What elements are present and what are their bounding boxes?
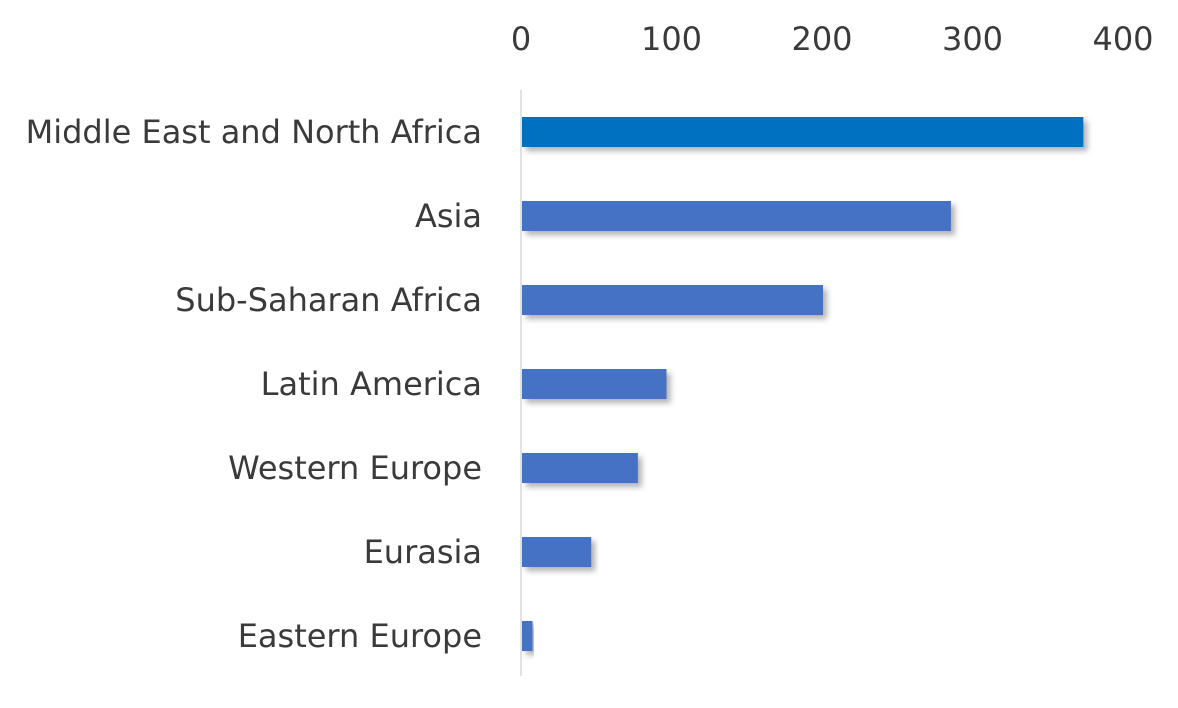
bar	[522, 285, 823, 315]
category-label: Asia	[415, 197, 482, 235]
category-label: Eurasia	[364, 533, 482, 571]
bar	[522, 369, 667, 399]
category-label: Middle East and North Africa	[26, 113, 482, 151]
x-tick-label: 100	[641, 20, 702, 58]
category-label: Western Europe	[228, 449, 482, 487]
category-label: Latin America	[261, 365, 482, 403]
bar	[522, 117, 1084, 147]
label-layer: Middle East and North Africa Asia Sub-Saha…	[26, 113, 482, 655]
bar	[522, 201, 951, 231]
bar	[522, 537, 592, 567]
x-tick-label: 400	[1092, 20, 1153, 58]
bar-layer	[522, 117, 1084, 651]
bar	[522, 453, 638, 483]
axis-layer: 0 100 200 300 400	[511, 20, 1154, 676]
x-tick-label: 300	[942, 20, 1003, 58]
x-tick-label: 200	[791, 20, 852, 58]
bar	[522, 621, 533, 651]
category-label: Eastern Europe	[238, 617, 482, 655]
category-label: Sub-Saharan Africa	[175, 281, 482, 319]
x-tick-label: 0	[511, 20, 531, 58]
